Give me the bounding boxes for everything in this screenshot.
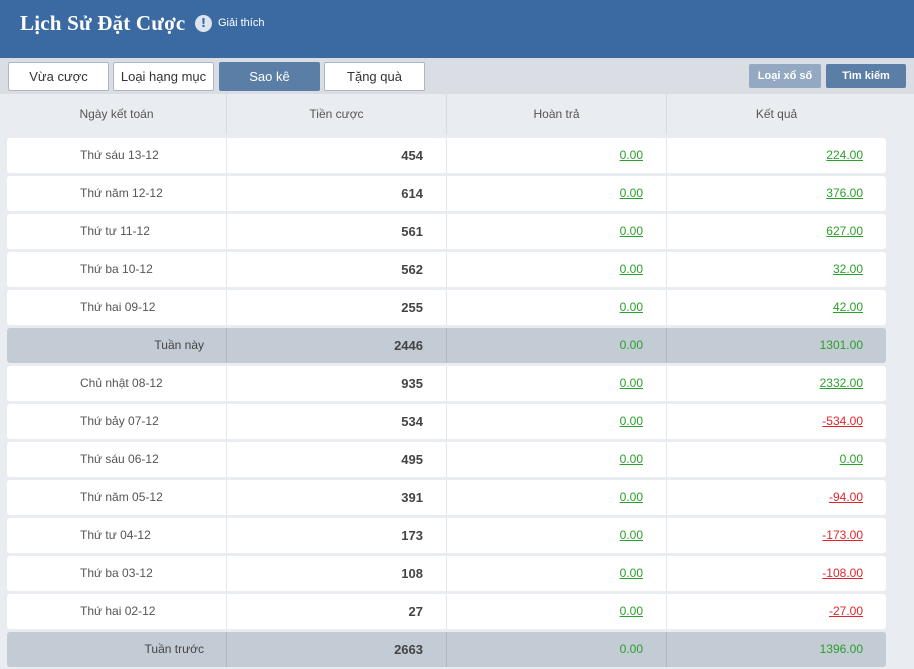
refund-amount[interactable]: 0.00 — [446, 366, 666, 401]
refund-amount[interactable]: 0.00 — [446, 594, 666, 629]
result-amount[interactable]: 0.00 — [666, 442, 886, 477]
refund-amount[interactable]: 0.00 — [446, 138, 666, 173]
bet-amount: 2663 — [226, 632, 446, 667]
result-amount[interactable]: 376.00 — [666, 176, 886, 211]
result-amount[interactable]: 2332.00 — [666, 366, 886, 401]
settlement-date: Thứ sáu 13-12 — [80, 148, 159, 162]
refund-amount[interactable]: 0.00 — [446, 290, 666, 325]
settlement-date: Thứ ba 10-12 — [80, 262, 153, 276]
bet-amount: 2446 — [226, 328, 446, 363]
settlement-date: Thứ năm 12-12 — [80, 186, 163, 200]
refund-amount[interactable]: 0.00 — [446, 404, 666, 439]
settlement-date: Thứ tư 04-12 — [80, 528, 151, 542]
result-amount[interactable]: 42.00 — [666, 290, 886, 325]
refund-amount: 0.00 — [446, 328, 666, 363]
refund-amount[interactable]: 0.00 — [446, 176, 666, 211]
bet-amount: 108 — [226, 556, 446, 591]
table-row: Thứ hai 02-12 27 0.00 -27.00 — [7, 594, 886, 629]
statement-table: Thứ sáu 13-12 454 0.00 224.00 Thứ năm 12-12 6… — [7, 138, 886, 669]
week-label: Tuần này — [154, 338, 204, 352]
settlement-date: Thứ ba 03-12 — [80, 566, 153, 580]
table-row: Thứ sáu 06-12 495 0.00 0.00 — [7, 442, 886, 477]
bet-amount: 935 — [226, 366, 446, 401]
table-row: Thứ bảy 07-12 534 0.00 -534.00 — [7, 404, 886, 439]
settlement-date: Thứ hai 02-12 — [80, 604, 156, 618]
refund-amount[interactable]: 0.00 — [446, 518, 666, 553]
result-amount[interactable]: 627.00 — [666, 214, 886, 249]
info-icon[interactable]: ! — [195, 15, 212, 32]
bet-amount: 391 — [226, 480, 446, 515]
result-amount: 1396.00 — [666, 632, 886, 667]
settlement-date: Thứ hai 09-12 — [80, 300, 156, 314]
refund-amount[interactable]: 0.00 — [446, 556, 666, 591]
bet-amount: 534 — [226, 404, 446, 439]
settlement-date: Thứ tư 11-12 — [80, 224, 150, 238]
search-button[interactable]: Tìm kiếm — [826, 64, 906, 88]
result-amount[interactable]: -108.00 — [666, 556, 886, 591]
table-header: Ngày kết toán Tiền cược Hoàn trả Kết quả — [7, 94, 886, 134]
bet-amount: 454 — [226, 138, 446, 173]
lottery-type-button[interactable]: Loại xổ số — [749, 64, 821, 88]
result-amount[interactable]: 224.00 — [666, 138, 886, 173]
column-header-date: Ngày kết toán — [79, 107, 154, 121]
tab-recent-bets[interactable]: Vừa cược — [8, 62, 109, 91]
table-row: Thứ năm 12-12 614 0.00 376.00 — [7, 176, 886, 211]
table-row: Thứ ba 03-12 108 0.00 -108.00 — [7, 556, 886, 591]
table-row: Thứ ba 10-12 562 0.00 32.00 — [7, 252, 886, 287]
page-header: Lịch Sử Đặt Cược ! Giải thích — [0, 0, 914, 58]
table-row: Thứ tư 11-12 561 0.00 627.00 — [7, 214, 886, 249]
result-amount[interactable]: -173.00 — [666, 518, 886, 553]
column-header-refund: Hoàn trả — [446, 94, 666, 134]
tab-statement[interactable]: Sao kê — [219, 62, 320, 91]
bet-amount: 561 — [226, 214, 446, 249]
toolbar: Vừa cược Loại hạng mục Sao kê Tặng quà L… — [0, 58, 914, 94]
result-amount[interactable]: 32.00 — [666, 252, 886, 287]
table-row: Thứ tư 04-12 173 0.00 -173.00 — [7, 518, 886, 553]
explanation-link[interactable]: Giải thích — [218, 17, 265, 29]
result-amount[interactable]: -27.00 — [666, 594, 886, 629]
refund-amount[interactable]: 0.00 — [446, 252, 666, 287]
bet-amount: 495 — [226, 442, 446, 477]
table-row: Thứ hai 09-12 255 0.00 42.00 — [7, 290, 886, 325]
week-summary-row: Tuần này 2446 0.00 1301.00 — [7, 328, 886, 363]
week-label: Tuần trước — [144, 642, 204, 656]
result-amount: 1301.00 — [666, 328, 886, 363]
refund-amount[interactable]: 0.00 — [446, 442, 666, 477]
bet-amount: 614 — [226, 176, 446, 211]
column-header-bet: Tiền cược — [226, 94, 446, 134]
tab-gifts[interactable]: Tặng quà — [324, 62, 425, 91]
settlement-date: Thứ bảy 07-12 — [80, 414, 159, 428]
bet-amount: 255 — [226, 290, 446, 325]
refund-amount[interactable]: 0.00 — [446, 214, 666, 249]
settlement-date: Thứ sáu 06-12 — [80, 452, 159, 466]
page-title: Lịch Sử Đặt Cược — [20, 11, 186, 35]
bet-amount: 562 — [226, 252, 446, 287]
tab-categories[interactable]: Loại hạng mục — [113, 62, 214, 91]
week-summary-row: Tuần trước 2663 0.00 1396.00 — [7, 632, 886, 667]
settlement-date: Thứ năm 05-12 — [80, 490, 163, 504]
result-amount[interactable]: -534.00 — [666, 404, 886, 439]
result-amount[interactable]: -94.00 — [666, 480, 886, 515]
table-row: Thứ năm 05-12 391 0.00 -94.00 — [7, 480, 886, 515]
settlement-date: Chủ nhật 08-12 — [80, 376, 163, 390]
table-row: Thứ sáu 13-12 454 0.00 224.00 — [7, 138, 886, 173]
column-header-result: Kết quả — [666, 94, 886, 134]
refund-amount[interactable]: 0.00 — [446, 480, 666, 515]
bet-amount: 27 — [226, 594, 446, 629]
refund-amount: 0.00 — [446, 632, 666, 667]
table-row: Chủ nhật 08-12 935 0.00 2332.00 — [7, 366, 886, 401]
bet-amount: 173 — [226, 518, 446, 553]
